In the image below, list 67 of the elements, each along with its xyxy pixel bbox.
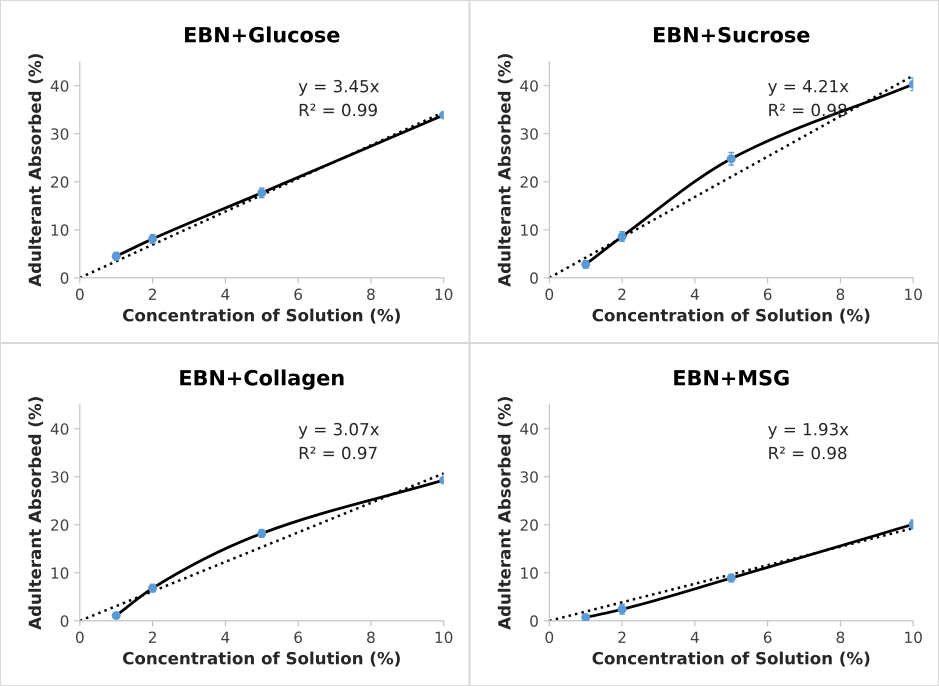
x-tick-label: 8 bbox=[836, 632, 844, 644]
annotation: y = 3.07x bbox=[298, 422, 379, 439]
y-tick-label: 20 bbox=[520, 176, 538, 188]
x-tick-label: 0 bbox=[545, 632, 554, 644]
y-tick-label: 40 bbox=[520, 80, 538, 92]
x-tick-label: 10 bbox=[436, 632, 452, 644]
point bbox=[581, 612, 590, 621]
x-tick-label: 0 bbox=[76, 288, 84, 300]
y-tick-label: 30 bbox=[520, 471, 538, 483]
x-tick-label: 6 bbox=[294, 288, 302, 300]
chart-title: EBN+Glucose bbox=[185, 26, 340, 43]
x-tick-label: 4 bbox=[221, 288, 230, 300]
y-tick-label: 10 bbox=[521, 567, 538, 579]
x-tick-label: 4 bbox=[690, 632, 699, 643]
x-tick-label: 10 bbox=[905, 288, 922, 300]
x-axis-title: Concentration of Solution (%) bbox=[123, 308, 400, 324]
x-tick-label: 2 bbox=[148, 632, 156, 643]
annotation: R² = 0.98 bbox=[769, 446, 846, 460]
x-axis-title: Concentration of Solution (%) bbox=[592, 308, 870, 324]
y-axis-title: Adulterant Absorbed (%) bbox=[28, 397, 44, 630]
y-tick-label: 10 bbox=[521, 224, 538, 236]
x-tick-label: 0 bbox=[545, 288, 554, 300]
annotation: R² = 0.98 bbox=[769, 104, 846, 116]
x-tick-label: 2 bbox=[618, 632, 626, 643]
chart-title: EBN+MSG bbox=[674, 370, 789, 386]
x-tick-label: 4 bbox=[221, 632, 230, 643]
x-axis-title: Concentration of Solution (%) bbox=[123, 652, 400, 666]
y-tick-label: 0 bbox=[60, 615, 68, 627]
x-tick-label: 2 bbox=[618, 288, 626, 300]
y-tick-label: 0 bbox=[530, 615, 538, 627]
x-tick-label: 6 bbox=[294, 632, 302, 644]
x-tick-label: 2 bbox=[148, 288, 156, 300]
x-tick-label: 4 bbox=[690, 288, 699, 300]
annotation: y = 4.21x bbox=[768, 80, 848, 96]
point bbox=[726, 154, 736, 164]
y-tick-label: 30 bbox=[51, 128, 68, 140]
x-tick-label: 10 bbox=[905, 632, 922, 644]
y-tick-label: 40 bbox=[520, 423, 538, 435]
x-tick-label: 0 bbox=[76, 632, 84, 644]
y-tick-label: 0 bbox=[530, 272, 538, 284]
y-tick-label: 10 bbox=[52, 224, 68, 236]
annotation: y = 3.45x bbox=[298, 80, 379, 96]
annotation: y = 1.93x bbox=[768, 422, 848, 439]
y-tick-label: 10 bbox=[52, 567, 68, 579]
x-tick-label: 8 bbox=[367, 632, 375, 644]
x-tick-label: 6 bbox=[764, 632, 772, 644]
chart-title: EBN+Sucrose bbox=[654, 26, 810, 43]
y-tick-label: 30 bbox=[51, 471, 68, 483]
y-tick-label: 40 bbox=[50, 423, 68, 435]
x-tick-label: 10 bbox=[436, 288, 452, 300]
point bbox=[112, 611, 121, 620]
chart-title: EBN+Collagen bbox=[180, 369, 344, 390]
y-axis-title: Adulterant Absorbed (%) bbox=[498, 397, 513, 630]
y-axis-title: Adulterant Absorbed (%) bbox=[498, 54, 513, 287]
x-axis-title: Concentration of Solution (%) bbox=[592, 652, 870, 666]
y-tick-label: 20 bbox=[51, 176, 68, 188]
y-tick-label: 30 bbox=[520, 128, 538, 140]
y-tick-label: 0 bbox=[60, 272, 68, 284]
x-tick-label: 8 bbox=[836, 288, 844, 300]
y-axis-title: Adulterant Absorbed (%) bbox=[28, 54, 44, 287]
y-tick-label: 20 bbox=[51, 519, 68, 531]
annotation: R² = 0.99 bbox=[300, 104, 377, 116]
annotation: R² = 0.97 bbox=[300, 446, 377, 460]
y-tick-label: 40 bbox=[50, 80, 68, 92]
x-tick-label: 6 bbox=[764, 288, 772, 300]
y-tick-label: 20 bbox=[520, 519, 538, 531]
x-tick-label: 8 bbox=[367, 288, 375, 300]
